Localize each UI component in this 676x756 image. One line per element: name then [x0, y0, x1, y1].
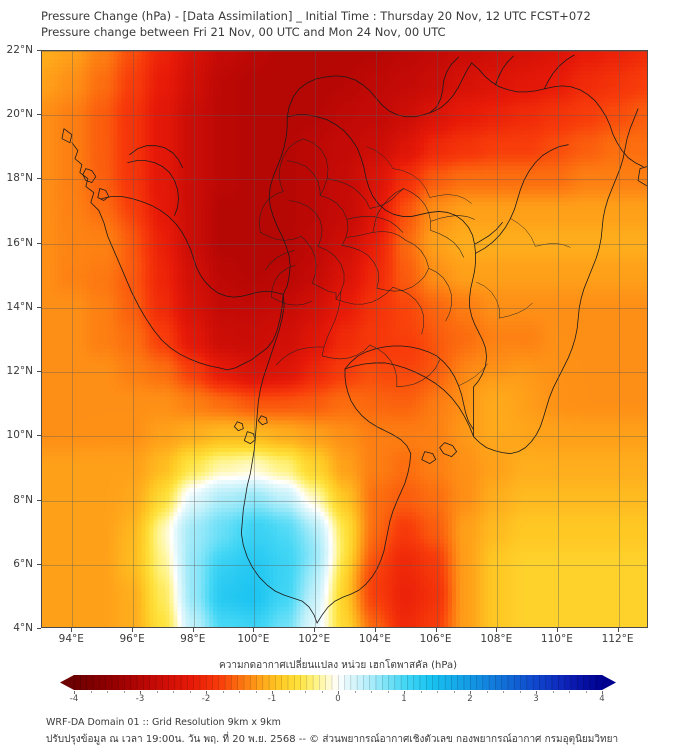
x-tick	[132, 628, 134, 632]
x-tick	[71, 628, 73, 632]
colorbar-tick	[206, 691, 207, 694]
colorbar-tick-label: 3	[533, 694, 538, 704]
colorbar-tick-label: 2	[467, 694, 472, 704]
footer-line-2: ปรับปรุงข้อมูล ณ เวลา 19:00น. วัน พฤ. ที…	[46, 732, 618, 747]
colorbar-tick	[486, 691, 488, 693]
colorbar-tick-label: -4	[70, 694, 78, 704]
colorbar-tick	[585, 691, 587, 693]
figure-title-block: Pressure Change (hPa) - [Data Assimilati…	[41, 8, 661, 40]
x-tick	[192, 628, 194, 632]
pressure-change-field	[42, 51, 647, 627]
y-axis-label: 18°N	[0, 172, 33, 184]
y-tick	[37, 242, 41, 244]
colorbar-tick-label: 1	[401, 694, 406, 704]
x-axis-label: 108°E	[480, 633, 512, 645]
x-axis-label: 98°E	[180, 633, 205, 645]
colorbar-tick	[107, 691, 108, 693]
colorbar-tick	[321, 691, 323, 693]
x-axis-label: 100°E	[237, 633, 269, 645]
footer-line-1: WRF-DA Domain 01 :: Grid Resolution 9km …	[46, 717, 281, 728]
x-axis-label: 112°E	[602, 633, 634, 645]
x-axis-label: 106°E	[420, 633, 452, 645]
y-axis-label: 4°N	[0, 622, 33, 634]
colorbar-tick	[156, 691, 158, 693]
colorbar-tick	[420, 691, 422, 693]
y-axis-label: 6°N	[0, 558, 33, 570]
y-tick	[37, 178, 41, 180]
x-axis-label: 104°E	[359, 633, 391, 645]
colorbar-tick	[552, 691, 554, 693]
coastline-and-borders-overlay	[61, 54, 647, 624]
x-tick	[435, 628, 437, 632]
x-tick	[496, 628, 498, 632]
y-tick	[37, 50, 41, 51]
y-tick	[37, 306, 41, 308]
y-axis-label: 16°N	[0, 237, 33, 249]
colorbar-tick	[602, 691, 603, 694]
x-axis-label: 96°E	[119, 633, 144, 645]
colorbar-tick	[272, 691, 273, 694]
colorbar-tick	[222, 691, 224, 693]
colorbar-tick	[387, 691, 389, 693]
pressure-change-raster	[42, 51, 647, 627]
colorbar-title: ความกดอากาศเปลี่ยนแปลง หน่วย เฮกโตพาสคัล…	[219, 658, 457, 673]
x-axis-label: 94°E	[59, 633, 84, 645]
colorbar-tick	[123, 691, 125, 693]
y-axis-label: 20°N	[0, 108, 33, 120]
colorbar-tick	[354, 691, 356, 693]
y-axis-label: 8°N	[0, 494, 33, 506]
y-tick	[37, 499, 41, 501]
title-line-2: Pressure change between Fri 21 Nov, 00 U…	[41, 24, 661, 40]
map-plot-area	[41, 50, 648, 628]
x-axis-label: 102°E	[298, 633, 330, 645]
x-tick	[253, 628, 255, 632]
y-axis-label: 12°N	[0, 365, 33, 377]
colorbar-tick	[569, 691, 570, 693]
colorbar-tick	[90, 691, 92, 693]
y-tick	[37, 435, 41, 437]
colorbar-tick-label: -3	[136, 694, 144, 704]
colorbar-tick	[140, 691, 141, 694]
colorbar-tick	[536, 691, 537, 694]
x-tick	[374, 628, 376, 632]
y-axis-label: 10°N	[0, 429, 33, 441]
colorbar-tick	[189, 691, 191, 693]
colorbar-tick	[371, 691, 372, 693]
y-axis-label: 14°N	[0, 301, 33, 313]
title-line-1: Pressure Change (hPa) - [Data Assimilati…	[41, 8, 661, 24]
colorbar-tick	[255, 691, 257, 693]
colorbar-tick	[338, 691, 339, 694]
colorbar-tick	[404, 691, 405, 694]
y-tick	[37, 114, 41, 116]
colorbar-tick	[239, 691, 240, 693]
y-axis-label: 22°N	[0, 44, 33, 56]
x-tick	[556, 628, 558, 632]
x-axis-label: 110°E	[541, 633, 573, 645]
colorbar-tick-label: -1	[268, 694, 276, 704]
colorbar-tick	[305, 691, 306, 693]
colorbar	[60, 674, 616, 691]
colorbar-tick	[173, 691, 174, 693]
y-tick	[37, 371, 41, 373]
colorbar-tick	[503, 691, 504, 693]
colorbar-tick	[453, 691, 455, 693]
x-tick	[314, 628, 316, 632]
colorbar-tick	[74, 691, 75, 694]
colorbar-tick	[470, 691, 471, 694]
colorbar-tick-label: 4	[599, 694, 604, 704]
y-tick	[37, 628, 41, 629]
colorbar-tick-label: 0	[335, 694, 340, 704]
colorbar-gradient	[60, 675, 616, 690]
y-tick	[37, 563, 41, 565]
colorbar-tick	[437, 691, 438, 693]
x-tick	[617, 628, 619, 632]
colorbar-tick	[288, 691, 290, 693]
colorbar-tick	[519, 691, 521, 693]
colorbar-tick-label: -2	[202, 694, 210, 704]
